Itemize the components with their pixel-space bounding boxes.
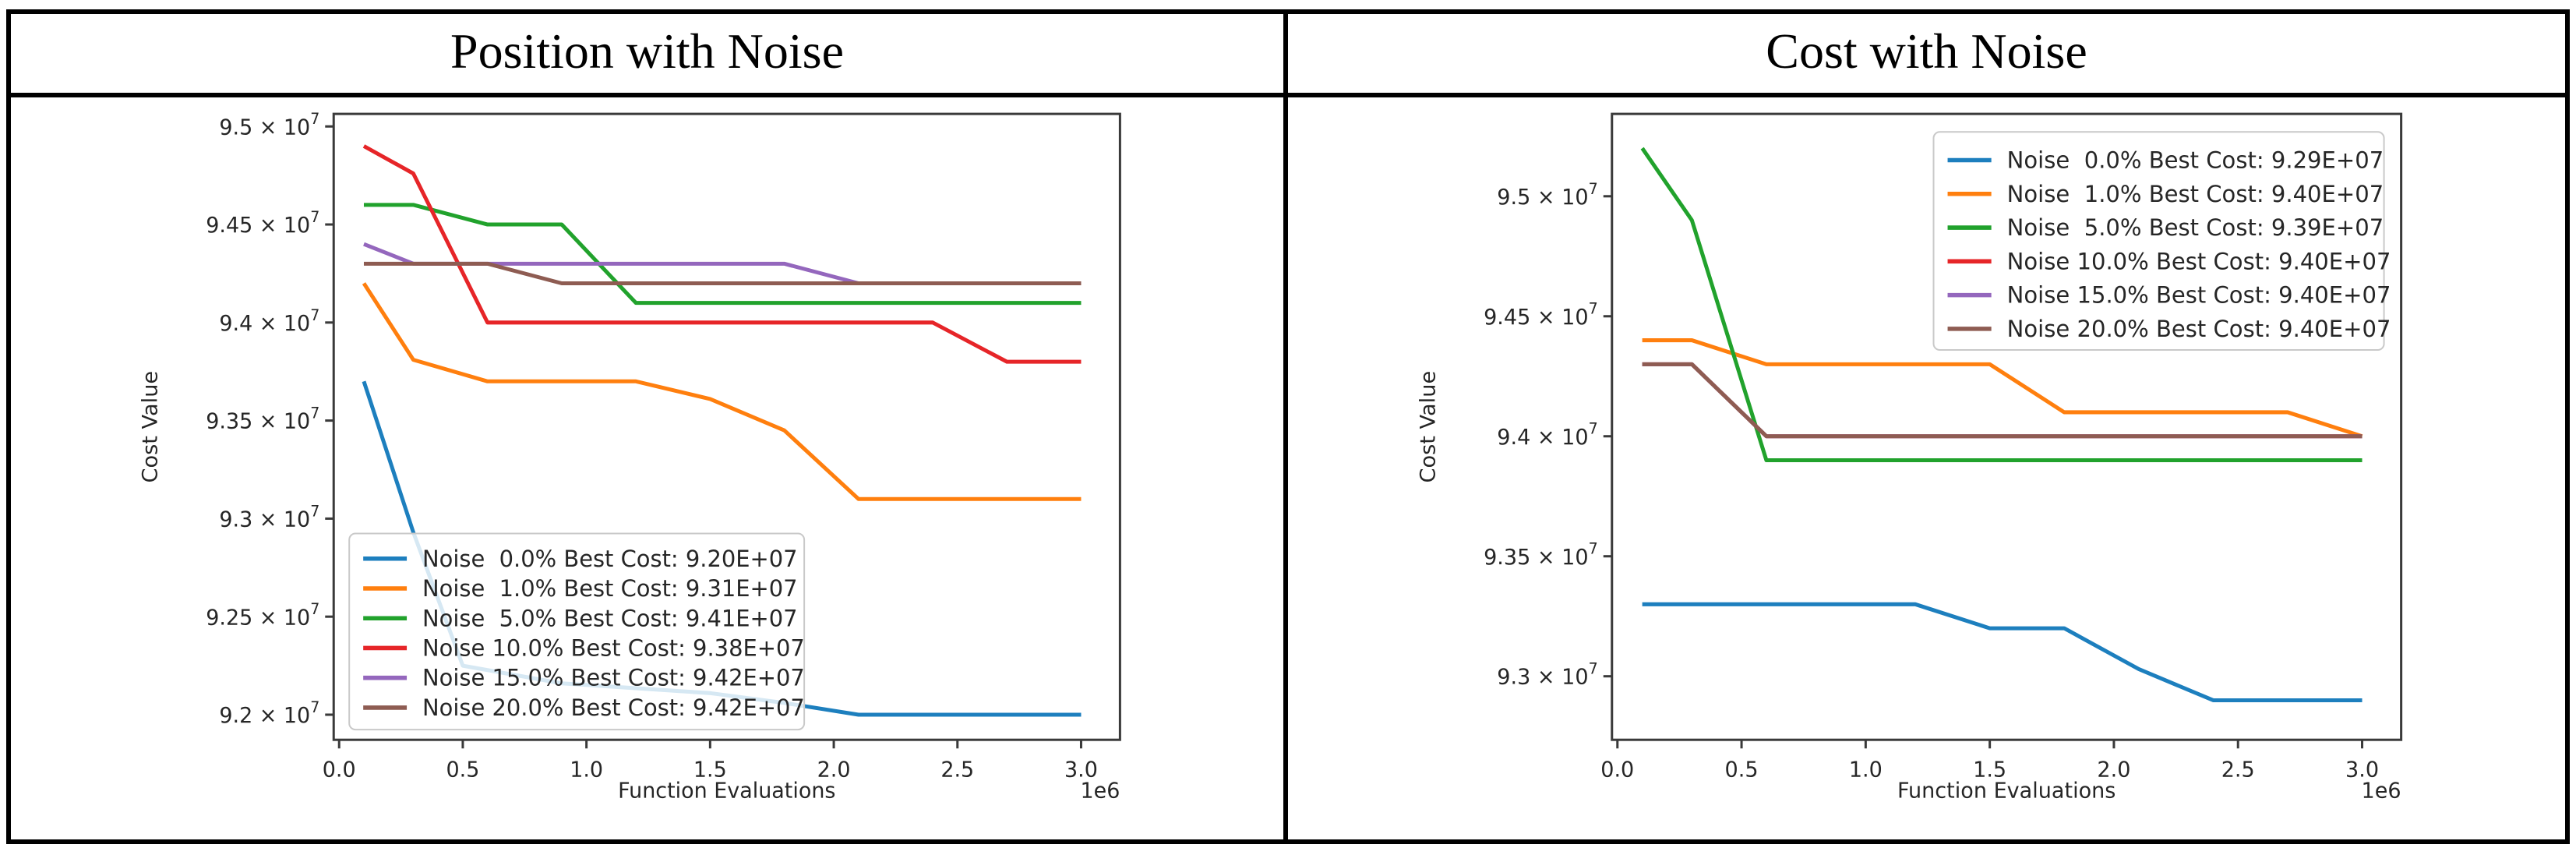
y-tick-label: 9.5 × 107 [219,111,319,140]
panel-title-position: Position with Noise [450,23,844,79]
x-tick-label: 3.0 [1064,758,1098,782]
x-axis-offset-label: 1e6 [1081,779,1120,804]
series-line-orange [362,282,1082,501]
legend-label: Noise 1.0% Best Cost: 9.40E+07 [2007,181,2384,207]
y-axis-label: Cost Value [139,371,163,483]
x-axis-offset-label: 1e6 [2362,779,2401,804]
legend: Noise 0.0% Best Cost: 9.20E+07 Noise 1.0%… [348,532,806,731]
y-tick-label: 9.35 × 107 [206,405,319,434]
y-tick-label: 9.25 × 107 [206,601,319,630]
x-tick-label: 0.5 [1725,758,1759,782]
x-tick-label: 1.0 [570,758,603,782]
position-noise-chart: 0.0 0.5 1.0 1.5 2.0 2.5 3.0 9.5 × 107 9.45 × 107… [139,111,1121,804]
series-line-brown [363,261,1082,286]
series-line-red [1642,362,2363,439]
y-tick-label: 9.4 × 107 [219,307,319,336]
x-tick-label: 3.0 [2345,758,2379,782]
x-axis-label: Function Evaluations [618,779,835,804]
y-tick-label: 9.3 × 107 [1497,661,1597,690]
header-cell-position: Position with Noise [11,14,1288,97]
panel-title-cost: Cost with Noise [1766,23,2087,79]
y-tick-label: 9.4 × 107 [1497,421,1597,450]
header-cell-cost: Cost with Noise [1288,14,2565,97]
legend-label: Noise 10.0% Best Cost: 9.38E+07 [422,634,805,661]
plot-frame [1611,112,2403,741]
cost-chart-cell: 0.0 0.5 1.0 1.5 2.0 2.5 3.0 9.5 × 107 9.45 × 107… [1288,97,2565,839]
y-tick-label: 9.5 × 107 [1497,181,1597,210]
legend-label: Noise 20.0% Best Cost: 9.42E+07 [422,694,805,721]
legend-label: Noise 10.0% Best Cost: 9.40E+07 [2007,248,2391,274]
x-tick-label: 2.5 [940,758,974,782]
x-tick-label: 0.0 [323,758,356,782]
y-tick-label: 9.45 × 107 [1484,301,1598,330]
series-line-purple [1642,362,2363,439]
x-tick-label: 1.5 [693,758,727,782]
x-axis-label: Function Evaluations [1897,779,2115,804]
x-tick-label: 2.0 [2097,758,2130,782]
series-line-orange [1642,338,2363,439]
series-line-red [362,144,1082,364]
series-line-green [363,203,1082,306]
legend-label: Noise 15.0% Best Cost: 9.42E+07 [422,665,805,691]
y-tick-label: 9.2 × 107 [219,699,319,728]
x-tick-label: 2.0 [817,758,851,782]
series-line-green [1640,147,2363,463]
legend-label: Noise 5.0% Best Cost: 9.41E+07 [422,605,798,631]
x-tick-label: 0.5 [446,758,480,782]
x-tick-label: 1.5 [1973,758,2006,782]
legend-label: Noise 0.0% Best Cost: 9.20E+07 [422,546,798,572]
position-chart-cell: 0.0 0.5 1.0 1.5 2.0 2.5 3.0 9.5 × 107 9.45 × 107… [11,97,1288,839]
x-tick-label: 2.5 [2221,758,2255,782]
series-line-blue [1642,602,2363,702]
legend-label: Noise 0.0% Best Cost: 9.29E+07 [2007,147,2384,174]
legend-label: Noise 1.0% Best Cost: 9.31E+07 [422,575,798,602]
legend: Noise 0.0% Best Cost: 9.29E+07 Noise 1.0%… [1932,131,2391,352]
y-tick-label: 9.3 × 107 [219,503,319,532]
x-tick-label: 0.0 [1600,758,1634,782]
y-tick-label: 9.35 × 107 [1484,541,1598,570]
y-axis-label: Cost Value [1416,371,1440,483]
plot-frame [332,112,1121,741]
legend-label: Noise 5.0% Best Cost: 9.39E+07 [2007,214,2384,241]
legend-label: Noise 15.0% Best Cost: 9.40E+07 [2007,282,2391,309]
legend-label: Noise 20.0% Best Cost: 9.40E+07 [2007,316,2391,342]
cost-noise-chart: 0.0 0.5 1.0 1.5 2.0 2.5 3.0 9.5 × 107 9.45 × 107… [1416,112,2403,804]
y-tick-label: 9.45 × 107 [206,209,319,238]
x-tick-label: 1.0 [1849,758,1883,782]
comparison-table: Position with Noise Cost with Noise 0.0 0… [6,9,2570,844]
series-line-brown [1642,362,2363,439]
